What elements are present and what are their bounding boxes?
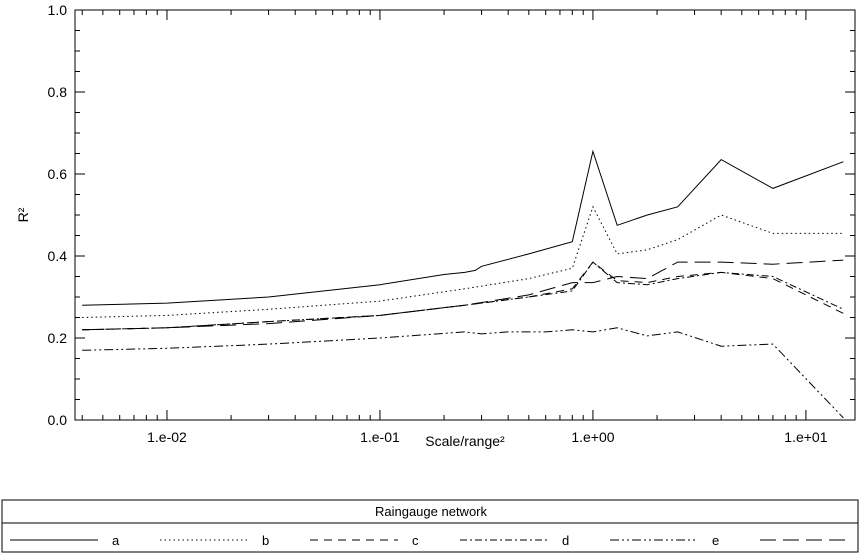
legend: Raingauge network abcdef <box>1 499 859 553</box>
y-tick-label: 0.4 <box>48 248 68 264</box>
legend-items: abcdef <box>2 522 858 548</box>
series-line-f <box>82 259 844 331</box>
x-tick-label: 1.e+01 <box>784 429 827 445</box>
legend-label-a: a <box>112 533 120 548</box>
x-tick-label: 1.e+00 <box>571 429 614 445</box>
x-tick-label: 1.e-01 <box>360 429 400 445</box>
series-line-a <box>82 149 844 306</box>
y-tick-label: 0.8 <box>48 84 68 100</box>
series-line-e <box>82 327 844 419</box>
legend-label-b: b <box>262 533 269 548</box>
x-axis-title: Scale/range² <box>425 433 505 449</box>
x-tick-label: 1.e-02 <box>147 429 187 445</box>
legend-title: Raingauge network <box>375 504 488 519</box>
series-line-d <box>82 261 844 331</box>
plot-frame <box>74 9 856 421</box>
y-axis: 0.0 0.2 0.4 0.6 0.8 1.0 <box>48 2 855 428</box>
y-tick-label: 0.0 <box>48 412 68 428</box>
y-tick-label: 0.2 <box>48 330 68 346</box>
y-tick-label: 1.0 <box>48 2 68 18</box>
legend-label-e: e <box>712 533 719 548</box>
legend-label-c: c <box>412 533 419 548</box>
legend-box <box>1 499 859 553</box>
series-line-c <box>82 261 844 331</box>
y-axis-title: R² <box>15 207 31 222</box>
x-axis: 1.e-02 1.e-01 1.e+00 1.e+01 <box>81 10 828 445</box>
y-tick-label: 0.6 <box>48 166 68 182</box>
series-layer <box>82 149 844 419</box>
legend-label-d: d <box>562 533 569 548</box>
plot-area <box>74 9 856 421</box>
